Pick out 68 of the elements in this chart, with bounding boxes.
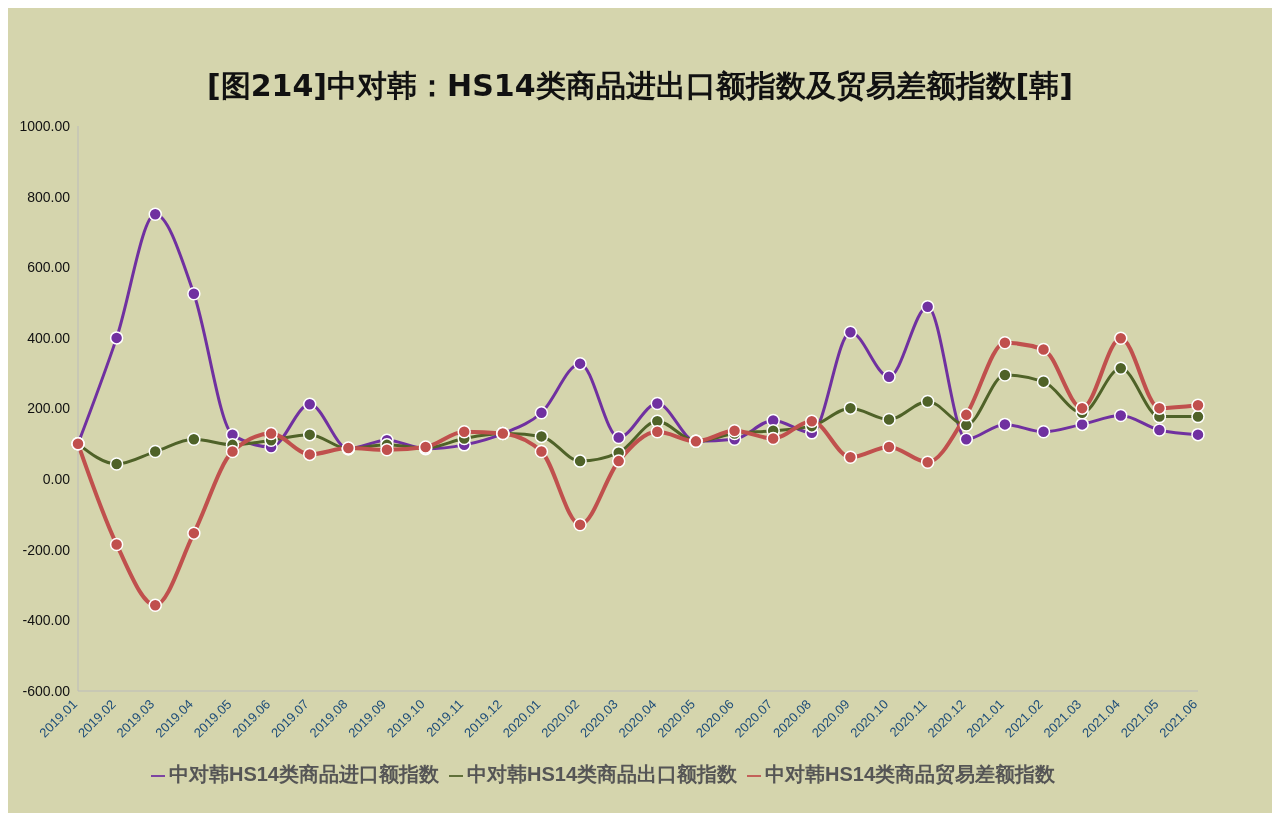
point (920, 394, 935, 409)
point (302, 447, 317, 462)
point (380, 443, 394, 457)
y-tick-label: 1000.00 (19, 117, 71, 134)
y-tick-label: 200.00 (27, 400, 71, 417)
point (920, 455, 935, 469)
point (611, 430, 626, 445)
point (109, 457, 124, 471)
point (225, 444, 240, 459)
point (187, 432, 201, 446)
point (1075, 417, 1089, 432)
point (109, 537, 124, 552)
point (650, 396, 665, 411)
y-tick-label: 600.00 (27, 259, 71, 276)
point (534, 444, 549, 459)
point (998, 417, 1012, 432)
point (1191, 398, 1205, 413)
point (1114, 361, 1128, 375)
point (573, 356, 587, 371)
point (457, 425, 471, 439)
chart-title: [图214]中对韩：HS14类商品进出口额指数及贸易差额指数[韩] (206, 67, 1074, 105)
point (1114, 331, 1128, 345)
point (187, 286, 201, 301)
point (534, 429, 549, 444)
point (1075, 401, 1089, 415)
point (1114, 408, 1128, 423)
point (148, 444, 162, 459)
point (573, 517, 587, 532)
point (843, 401, 858, 415)
point (302, 427, 317, 442)
point (1152, 423, 1167, 437)
legend-label: 中对韩HS14类商品出口额指数 (466, 763, 738, 785)
point (1036, 342, 1051, 357)
point (1036, 374, 1051, 389)
y-tick-label: 800.00 (27, 188, 71, 205)
point (882, 440, 896, 454)
point (805, 414, 819, 428)
point (302, 397, 317, 412)
point (573, 454, 587, 468)
point (920, 300, 935, 314)
point (882, 369, 896, 384)
point (611, 454, 626, 468)
point (109, 331, 124, 345)
point (1152, 401, 1167, 415)
point (148, 207, 162, 222)
point (843, 325, 858, 339)
point (650, 425, 665, 439)
legend-label: 中对韩HS14类商品贸易差额指数 (765, 763, 1056, 785)
point (998, 336, 1012, 350)
y-tick-label: -400.00 (22, 612, 71, 629)
legend-label: 中对韩HS14类商品进口额指数 (168, 763, 439, 785)
point (148, 598, 162, 612)
point (1036, 425, 1051, 439)
y-tick-label: -200.00 (22, 541, 71, 558)
point (187, 526, 201, 540)
point (766, 431, 780, 446)
point (882, 412, 896, 427)
point (264, 426, 278, 441)
y-tick-label: -600.00 (22, 682, 71, 699)
point (959, 432, 974, 446)
y-tick-label: 0.00 (42, 471, 71, 488)
point (959, 408, 974, 422)
point (998, 368, 1012, 382)
point (843, 450, 858, 464)
point (1191, 409, 1205, 424)
point (534, 405, 549, 420)
point (1191, 427, 1205, 442)
y-tick-label: 400.00 (27, 329, 71, 346)
